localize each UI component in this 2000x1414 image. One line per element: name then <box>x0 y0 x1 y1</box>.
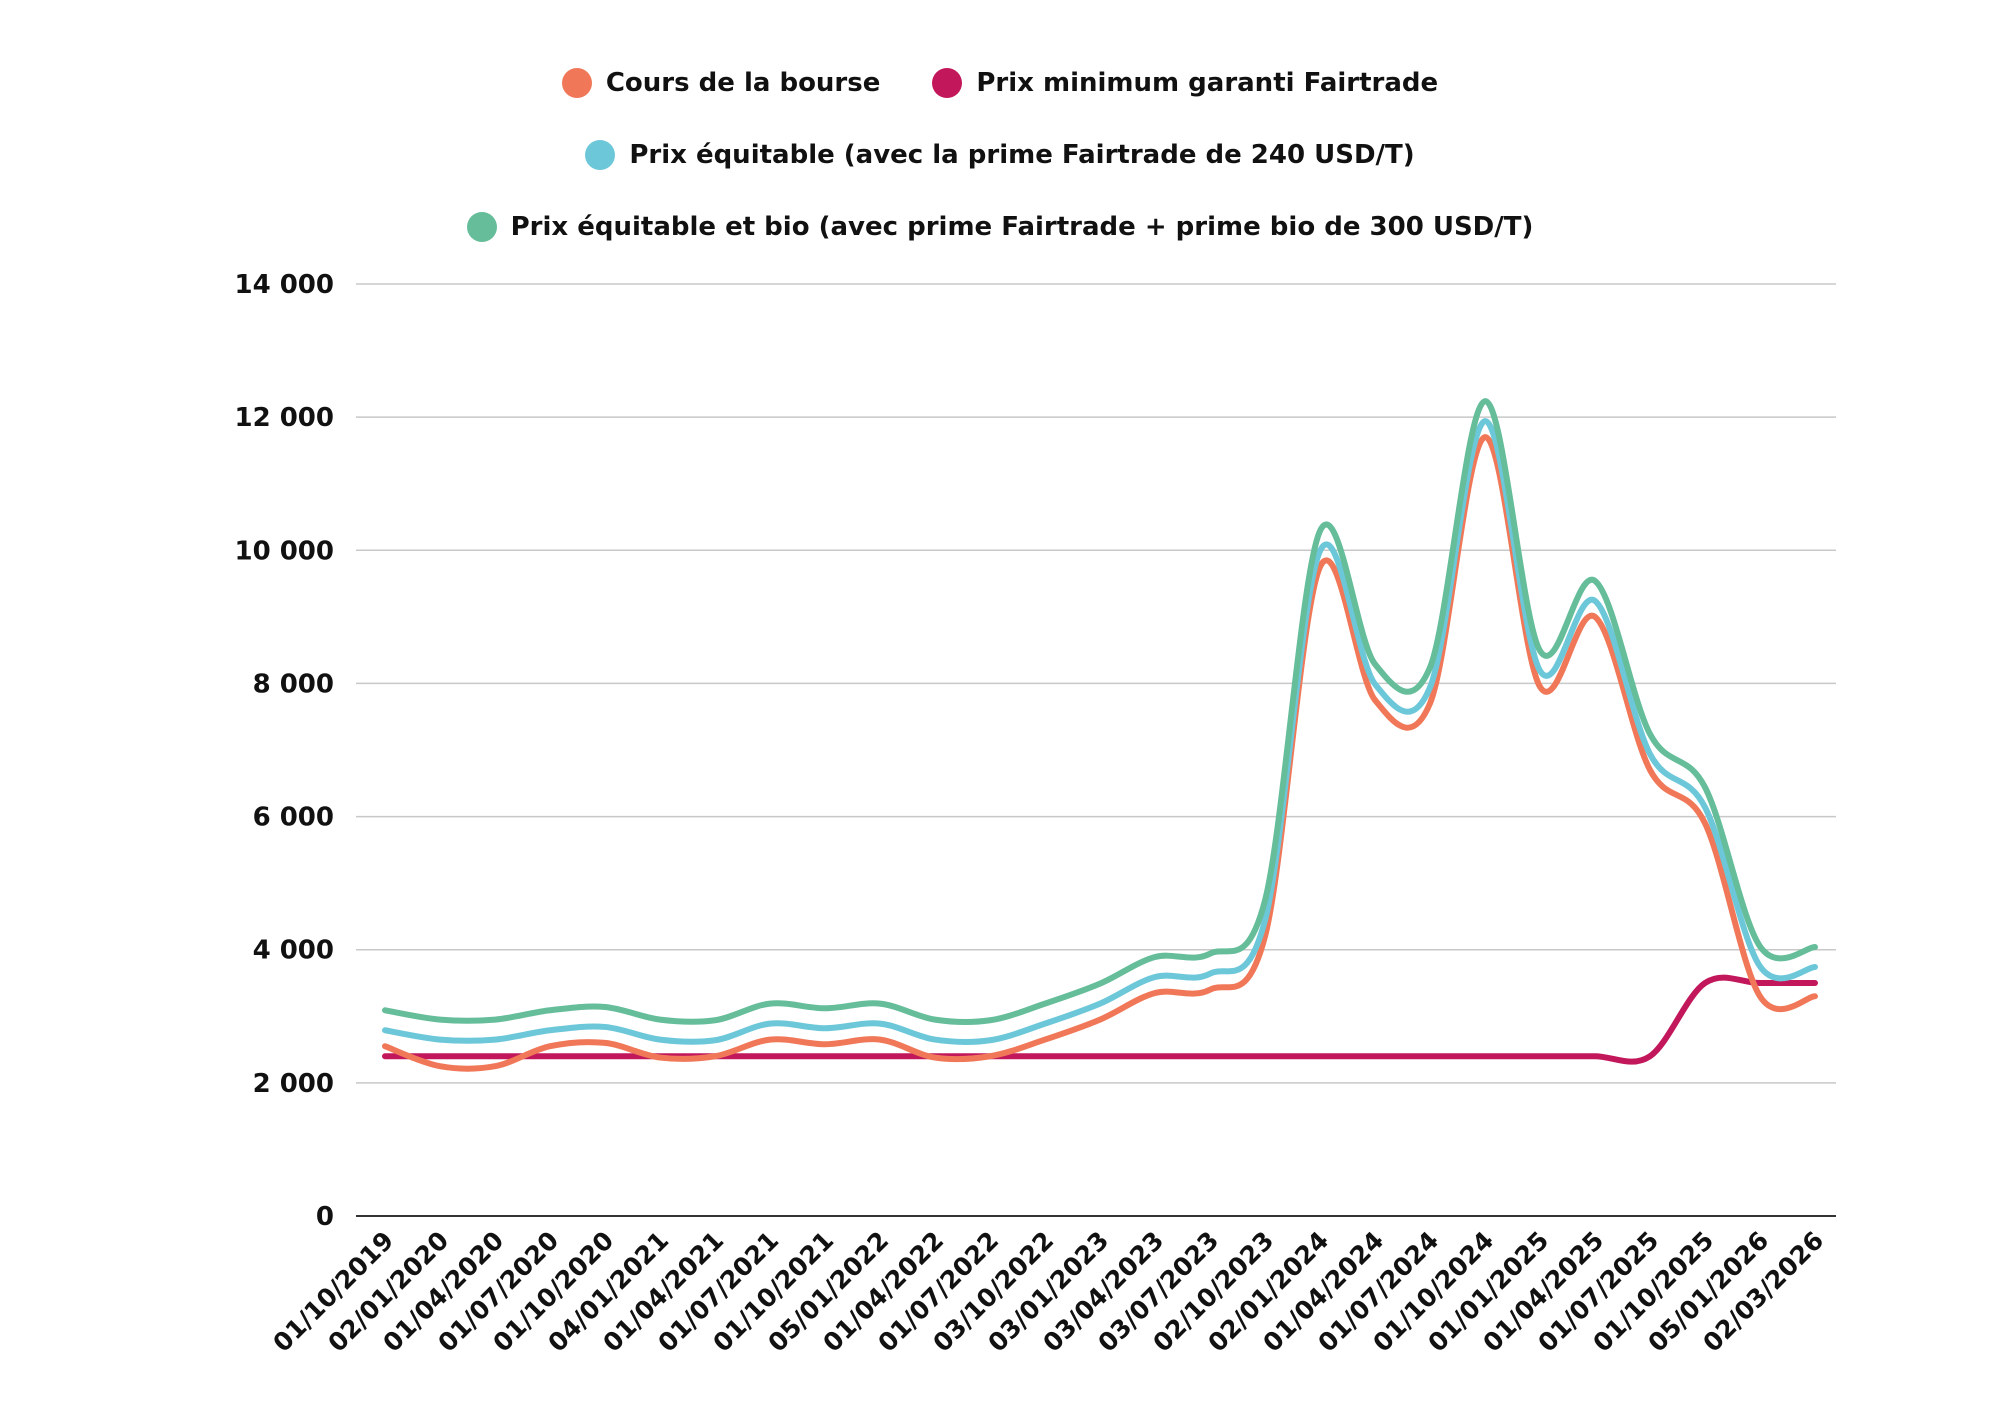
legend-row-3: Prix équitable et bio (avec prime Fairtr… <box>0 212 2000 242</box>
y-tick-label: 10 000 <box>234 536 334 566</box>
y-tick-label: 0 <box>316 1202 334 1232</box>
legend-swatch-prix-equitable-bio <box>466 212 497 242</box>
legend-swatch-prix-minimum <box>932 68 963 98</box>
legend-label-prix-equitable-bio: Prix équitable et bio (avec prime Fairtr… <box>510 212 1534 242</box>
legend-label-cours-bourse: Cours de la bourse <box>605 68 881 98</box>
series-line-prix-equitable-avec-la-prime-fairtrade-d <box>382 418 1818 1045</box>
legend-swatch-prix-equitable <box>585 140 616 170</box>
x-axis: 01/10/201902/01/202001/04/202001/07/2020… <box>267 1215 1836 1358</box>
y-tick-label: 12 000 <box>234 403 334 433</box>
series-line-cours-de-la-bourse <box>382 434 1818 1072</box>
gridlines <box>356 283 1836 1084</box>
y-tick-label: 6 000 <box>253 803 334 833</box>
legend-label-prix-minimum: Prix minimum garanti Fairtrade <box>976 68 1439 98</box>
legend-swatch-cours-bourse <box>561 68 592 98</box>
series-line-prix-minimum-garanti-fairtrade <box>382 974 1818 1065</box>
y-tick-label: 14 000 <box>234 270 334 300</box>
legend-item-cours-bourse: Cours de la bourse <box>561 68 881 98</box>
legend-item-prix-minimum: Prix minimum garanti Fairtrade <box>932 68 1438 98</box>
y-tick-label: 2 000 <box>253 1069 334 1099</box>
legend-label-prix-equitable: Prix équitable (avec la prime Fairtrade … <box>629 140 1415 170</box>
series-lines <box>382 398 1818 1072</box>
legend-item-prix-equitable-bio: Prix équitable et bio (avec prime Fairtr… <box>466 212 1534 242</box>
series-line-prix-equitable-et-bio-avec-prime-fairtra <box>382 398 1818 1025</box>
legend-row-2: Prix équitable (avec la prime Fairtrade … <box>0 140 2000 170</box>
legend-row-1: Cours de la bourse Prix minimum garanti … <box>0 68 2000 98</box>
y-tick-label: 4 000 <box>253 936 334 966</box>
y-tick-label: 8 000 <box>253 669 334 699</box>
legend-item-prix-equitable: Prix équitable (avec la prime Fairtrade … <box>585 140 1415 170</box>
y-axis-ticks: 0 2 000 4 000 6 000 8 000 10 000 12 000 14 000 <box>234 270 334 1232</box>
